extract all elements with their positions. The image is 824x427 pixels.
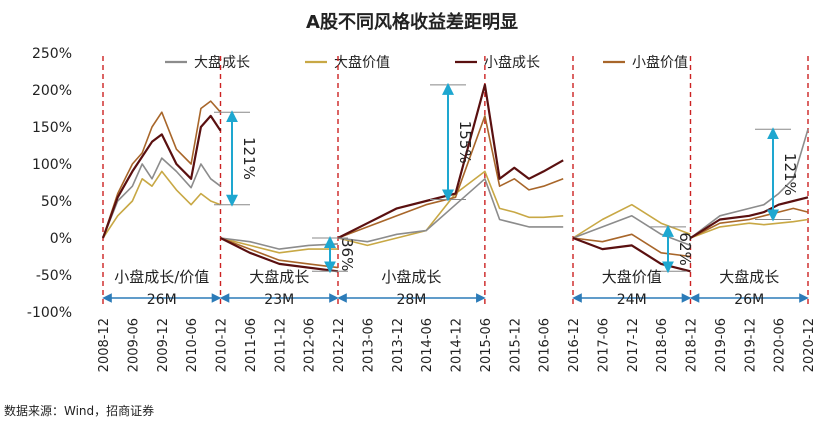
spread-label: 155% <box>456 121 474 164</box>
x-tick-label: 2012-06 <box>303 318 318 372</box>
spread-label: 121% <box>240 137 258 180</box>
x-tick-label: 2020-06 <box>773 318 788 372</box>
x-tick-label: 2013-06 <box>361 318 376 372</box>
x-tick-label: 2015-06 <box>479 318 494 372</box>
y-tick-label: 150% <box>32 120 72 136</box>
x-tick-label: 2014-06 <box>420 318 435 372</box>
spread-label: 36% <box>338 238 356 271</box>
y-tick-label: 200% <box>32 83 72 99</box>
series-line <box>220 237 339 269</box>
y-tick-label: 50% <box>41 194 72 210</box>
x-tick-label: 2018-06 <box>655 318 670 372</box>
series-line <box>101 114 222 239</box>
legend-label: 大盘成长 <box>194 54 250 71</box>
y-tick-label: -50% <box>36 268 72 284</box>
x-tick-label: 2020-12 <box>802 318 817 372</box>
x-tick-label: 2014-12 <box>450 318 465 372</box>
period-label: 大盘成长 <box>719 268 779 286</box>
series-line <box>337 178 564 243</box>
legend-label: 小盘价值 <box>632 54 688 71</box>
duration-label: 28M <box>396 292 426 308</box>
series-line <box>337 170 564 247</box>
series-line <box>690 207 809 239</box>
series-line <box>102 100 222 239</box>
spread-label: 62% <box>676 232 694 265</box>
period-label: 小盘成长/价值 <box>114 268 209 286</box>
x-tick-label: 2016-12 <box>567 318 582 372</box>
period-label: 大盘成长 <box>249 268 309 286</box>
series-line <box>220 237 339 250</box>
series-line <box>689 196 809 239</box>
x-tick-label: 2011-06 <box>244 318 259 372</box>
x-tick-label: 2017-06 <box>596 318 611 372</box>
series-line <box>220 237 339 273</box>
series-line <box>690 218 809 239</box>
series-line <box>102 157 221 239</box>
x-tick-label: 2009-06 <box>126 318 141 372</box>
x-tick-label: 2013-12 <box>391 318 406 372</box>
x-tick-label: 2012-12 <box>332 318 347 372</box>
x-tick-label: 2010-06 <box>185 318 200 372</box>
x-tick-label: 2017-12 <box>626 318 641 372</box>
x-tick-label: 2015-12 <box>508 318 523 372</box>
duration-label: 23M <box>264 292 294 308</box>
source-note: 数据来源：Wind，招商证券 <box>4 403 154 418</box>
legend-label: 小盘成长 <box>484 54 540 71</box>
x-tick-label: 2008-12 <box>97 318 112 372</box>
duration-label: 26M <box>147 292 177 308</box>
y-tick-label: 250% <box>32 46 72 62</box>
spread-label: 121% <box>781 153 799 196</box>
x-tick-label: 2010-12 <box>215 318 230 372</box>
x-tick-label: 2018-12 <box>685 318 700 372</box>
series-line <box>102 170 221 239</box>
y-tick-label: 0% <box>50 231 72 247</box>
x-tick-label: 2009-12 <box>156 318 171 372</box>
period-label: 小盘成长 <box>381 268 441 286</box>
chart-title: A股不同风格收益差距明显 <box>306 11 518 33</box>
series-line <box>337 115 564 239</box>
y-tick-label: -100% <box>27 305 72 321</box>
series-line <box>220 237 338 254</box>
duration-label: 24M <box>617 292 647 308</box>
duration-label: 26M <box>734 292 764 308</box>
legend-label: 大盘价值 <box>334 54 390 71</box>
series-line <box>572 203 691 239</box>
x-tick-label: 2011-12 <box>273 318 288 372</box>
x-tick-label: 2019-12 <box>743 318 758 372</box>
y-tick-label: 100% <box>32 157 72 173</box>
series-line <box>690 128 809 239</box>
period-label: 大盘价值 <box>602 268 662 286</box>
series-line <box>337 83 564 239</box>
x-tick-label: 2019-06 <box>714 318 729 372</box>
x-tick-label: 2016-06 <box>538 318 553 372</box>
